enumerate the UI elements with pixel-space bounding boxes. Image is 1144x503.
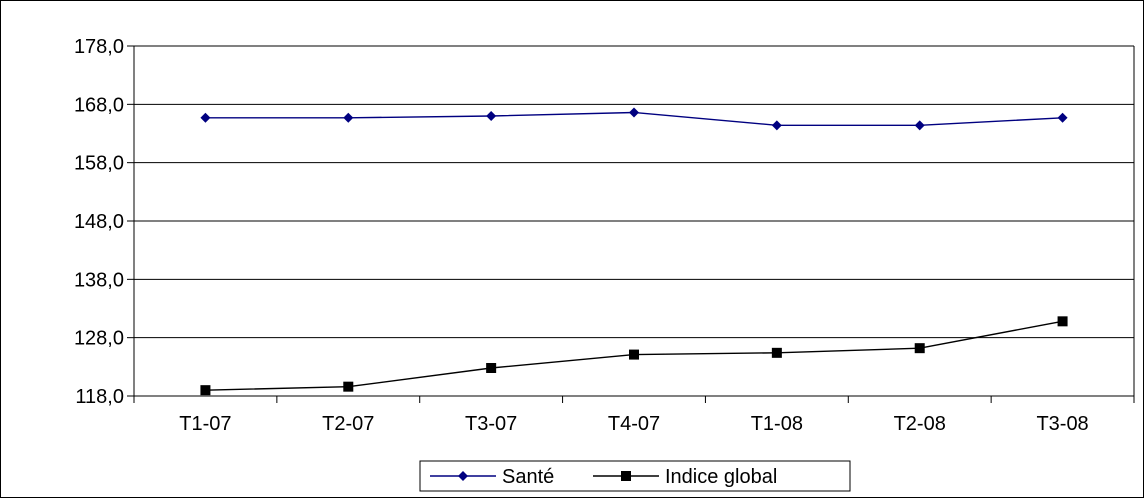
axes: 118,0 128,0 138,0 148,0 158,0 168,0 178,0 T1-07… — [74, 36, 1135, 435]
x-tick-label: T1-07 — [179, 413, 231, 435]
data-point-diamond — [771, 120, 782, 131]
y-tick-label: 178,0 — [74, 36, 124, 58]
legend-marker-diamond — [458, 471, 468, 481]
data-point-square — [914, 343, 925, 354]
data-point-square — [200, 385, 211, 396]
gridlines — [134, 45, 1134, 339]
data-point-square — [343, 381, 354, 392]
legend-label-sante: Santé — [502, 466, 554, 488]
y-tick-label: 168,0 — [74, 94, 124, 116]
x-tick-label: T3-08 — [1036, 413, 1088, 435]
x-tick-label: T1-08 — [751, 413, 803, 435]
legend-marker-square — [621, 471, 631, 481]
data-point-diamond — [343, 112, 354, 123]
y-tick-label: 158,0 — [74, 153, 124, 175]
data-point-diamond — [1057, 112, 1068, 123]
series-lines — [200, 107, 1068, 396]
y-tick-label: 118,0 — [75, 386, 124, 408]
y-tick-label: 138,0 — [74, 269, 124, 291]
x-tick-label: T2-07 — [322, 413, 374, 435]
data-point-diamond — [629, 107, 639, 118]
data-point-square — [1057, 316, 1068, 327]
legend-label-indice-global: Indice global — [665, 466, 777, 488]
y-tick-label: 128,0 — [74, 328, 124, 350]
y-tick-label: 148,0 — [74, 211, 124, 233]
x-tick-label: T4-07 — [608, 413, 660, 435]
data-point-square — [771, 347, 782, 358]
data-point-square — [486, 363, 497, 373]
data-point-square — [629, 349, 639, 360]
data-point-diamond — [914, 120, 925, 131]
x-tick-label: T2-08 — [894, 413, 946, 435]
legend: Santé Indice global — [419, 460, 851, 492]
x-tick-label: T3-07 — [465, 413, 517, 435]
data-point-diamond — [200, 112, 211, 123]
data-point-diamond — [486, 111, 497, 121]
